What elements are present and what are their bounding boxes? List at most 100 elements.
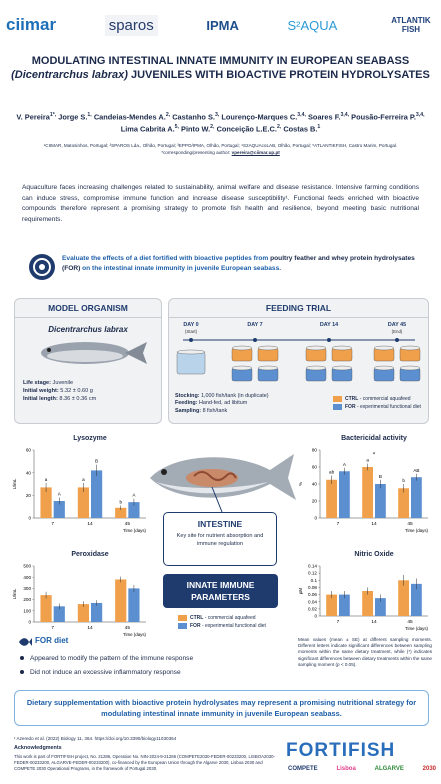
bar — [362, 467, 373, 518]
author: Lima Cabrita A. — [120, 124, 175, 134]
x-axis-label: Time (days) — [123, 528, 147, 533]
info-label: Life stage: — [23, 380, 53, 386]
tank-top — [257, 345, 279, 351]
bar — [115, 579, 127, 622]
x-tick-label: 45 — [125, 625, 131, 631]
intestine-box: INTESTINE Key site for nutrient absorpti… — [163, 512, 277, 566]
y-axis-label: U/mL — [12, 588, 17, 599]
trial-heading: FEEDING TRIAL — [169, 299, 428, 318]
legend-swatch — [333, 395, 342, 402]
tank-top — [399, 365, 421, 371]
funder: COMPETE — [288, 766, 318, 772]
letter-label: a — [366, 458, 369, 463]
y-tick-label: 0.08 — [308, 585, 317, 590]
info-label: Initial length: — [23, 396, 60, 402]
legend-text: - commercial aquafeed — [358, 396, 411, 402]
bar — [91, 602, 103, 622]
info-label: Sampling: — [175, 407, 203, 414]
tank-top — [176, 349, 206, 355]
model-species: Dicentrarchus labrax — [48, 325, 128, 334]
timeline-dot — [395, 338, 399, 342]
trial-diagram: DAY 0(Start) DAY 7 DAY 14 DAY 45(End) — [176, 322, 421, 382]
ack-heading: Acknowledgments — [14, 745, 62, 751]
letter-label: B — [95, 459, 98, 464]
trial-legend: CTRL - commercial aquafeed FOR - experime… — [333, 395, 421, 411]
tank-top — [399, 345, 421, 351]
author: Lourenço-Marques C. — [221, 112, 298, 122]
model-rows: Life stage: Juvenile Initial weight: 5.32… — [15, 377, 161, 405]
legend-key: CTRL — [190, 615, 204, 621]
bar — [398, 580, 409, 616]
author-affil: 2, — [165, 112, 171, 118]
legend-key: FOR — [345, 404, 356, 410]
bullet: Did not induce an excessive inflammatory… — [18, 666, 193, 680]
tank-top — [305, 345, 327, 351]
chart-legend: CTRL - commercial aquafeed FOR - experime… — [178, 614, 266, 630]
author: Soares F. — [308, 112, 341, 122]
bar — [411, 477, 422, 518]
title: MODULATING INTESTINAL INNATE IMMUNITY IN… — [10, 54, 431, 82]
author-affil: 2, — [276, 124, 282, 131]
tank-top — [231, 345, 253, 351]
legend-swatch — [333, 403, 342, 410]
x-tick-label: 7 — [51, 521, 54, 527]
bar — [53, 501, 65, 518]
author: Pinto W. — [181, 124, 211, 134]
legend-text: - experimental functional diet — [355, 404, 421, 410]
x-tick-label: 14 — [87, 521, 93, 527]
funder: Lisboa — [336, 766, 356, 772]
title-text: MODULATING INTESTINAL INNATE IMMUNITY IN… — [31, 55, 410, 67]
x-axis-label: Time (days) — [123, 632, 147, 637]
bar — [326, 594, 337, 616]
x-tick-label: 7 — [337, 521, 340, 527]
chart-title: Nitric Oxide — [354, 551, 393, 558]
title-text: JUVENILES WITH BIOACTIVE PROTEIN HYDROLY… — [130, 69, 430, 81]
y-tick-label: 400 — [23, 575, 31, 580]
logo: ciimar — [6, 15, 57, 34]
y-tick-label: 0 — [314, 614, 317, 619]
legend-text: - experimental functional diet — [200, 623, 266, 629]
reference: ¹ Azeredo et al. (2022) Biology 11, 364.… — [14, 736, 177, 741]
objective-text: on the intestinal innate immunity in juv… — [80, 265, 282, 272]
author: Conceição L.E.C. — [216, 124, 277, 134]
model-box: MODEL ORGANISM Dicentrarchus labrax Life… — [14, 298, 162, 424]
bar — [339, 594, 350, 616]
legend-entry: CTRL - commercial aquafeed — [178, 614, 266, 622]
info-row: Feeding: Hand-fed, ad libitum — [175, 400, 269, 407]
bar — [326, 479, 337, 518]
email[interactable]: vpereira@ciimar.up.pt — [231, 150, 280, 155]
y-tick-label: 0.04 — [308, 599, 317, 604]
author-affil: 5, — [174, 124, 179, 131]
legend-entry: FOR - experimental functional diet — [333, 403, 421, 411]
author: Jorge S. — [58, 112, 88, 122]
bar — [40, 487, 52, 518]
tank — [176, 351, 206, 375]
chart: Bactericidal activity% 0 20 40 60 80 7 ab A 14 a B *… — [298, 435, 429, 533]
bar — [362, 591, 373, 616]
intestine-text: Key site for nutrient absorption and imm… — [176, 533, 264, 547]
info-label: Feeding: — [175, 400, 199, 407]
info-row: Sampling: 8 fish/tank — [175, 408, 269, 415]
day-label: DAY 45 — [388, 322, 406, 328]
bullet-dot — [20, 669, 24, 674]
legend-text: - commercial aquafeed — [203, 615, 256, 621]
legend-swatch — [178, 622, 187, 629]
timeline-dot — [253, 338, 257, 342]
author-affil: 3,4, — [415, 112, 425, 118]
x-axis-label: Time (days) — [405, 528, 429, 533]
y-tick-label: 0 — [314, 516, 317, 521]
y-tick-label: 40 — [26, 470, 32, 475]
bar — [91, 470, 103, 518]
authors: V. Pereira1*, Jorge S.1, Candeias-Mendes… — [14, 110, 427, 135]
chart-title: Lysozyme — [73, 435, 107, 442]
info-value: Juvenile — [52, 380, 74, 386]
corresponding: *corresponding/presenting author: vperei… — [14, 149, 427, 156]
bar — [398, 488, 409, 518]
info-value: Hand-fed, ad libitum — [198, 400, 248, 407]
author-affil: 1 — [317, 124, 321, 131]
bullet: Appeared to modify the pattern of the im… — [18, 652, 193, 666]
letter-label: b — [402, 478, 405, 483]
tank-top — [331, 345, 353, 351]
bar — [77, 487, 89, 518]
tank-top — [373, 345, 395, 351]
